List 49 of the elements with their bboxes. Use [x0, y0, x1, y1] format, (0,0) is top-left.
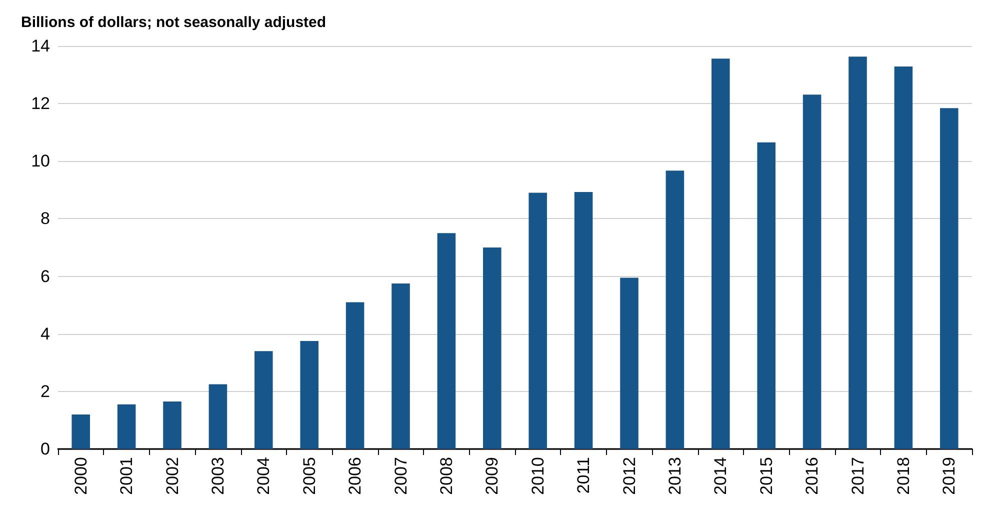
bar [346, 302, 364, 449]
bar [574, 192, 593, 449]
x-tick-label: 2004 [254, 457, 274, 495]
bar [894, 66, 913, 449]
bar [72, 414, 90, 449]
x-tick-label: 2013 [665, 457, 684, 495]
y-tick-label: 10 [31, 152, 50, 171]
x-tick-label: 2019 [940, 457, 959, 495]
bar [666, 170, 684, 449]
x-tick-label: 2007 [391, 457, 410, 495]
y-tick-label: 2 [40, 382, 50, 401]
bar [437, 233, 456, 449]
x-tick-label: 2017 [848, 457, 868, 495]
x-tick-label: 2014 [711, 457, 730, 495]
x-tick-label: 2009 [482, 457, 502, 495]
x-tick-label: 2008 [436, 457, 456, 495]
bar [483, 248, 502, 449]
bar [392, 283, 410, 449]
x-tick-label: 2000 [71, 457, 90, 495]
bar [163, 402, 182, 449]
bar [757, 142, 776, 449]
bar [208, 384, 228, 449]
x-tick-label: 2016 [802, 457, 822, 495]
x-tick-label: 2018 [894, 457, 913, 495]
bar [300, 341, 318, 449]
bar [802, 94, 822, 449]
x-tick-label: 2015 [756, 457, 776, 495]
y-tick-label: 12 [31, 94, 50, 114]
x-tick-label: 2006 [346, 457, 365, 495]
x-tick-label: 2002 [162, 457, 182, 495]
bar [848, 56, 867, 449]
x-tick-label: 2001 [117, 457, 136, 495]
y-tick-label: 14 [31, 36, 50, 56]
bar [528, 192, 547, 449]
x-tick-label: 2003 [208, 457, 228, 495]
chart-title: Billions of dollars; not seasonally adjusted [21, 14, 326, 31]
x-tick-label: 2011 [574, 457, 594, 494]
y-tick-label: 6 [40, 266, 50, 286]
bar [254, 351, 273, 449]
y-tick-label: 8 [40, 209, 50, 228]
bar [712, 58, 730, 449]
y-tick-label: 4 [40, 324, 50, 344]
x-tick-label: 2010 [528, 457, 548, 495]
bar [620, 278, 638, 449]
x-tick-label: 2005 [300, 457, 319, 495]
y-tick-label: 0 [40, 440, 50, 458]
bar [940, 108, 958, 449]
x-tick-label: 2012 [620, 457, 639, 495]
bar [117, 404, 136, 449]
